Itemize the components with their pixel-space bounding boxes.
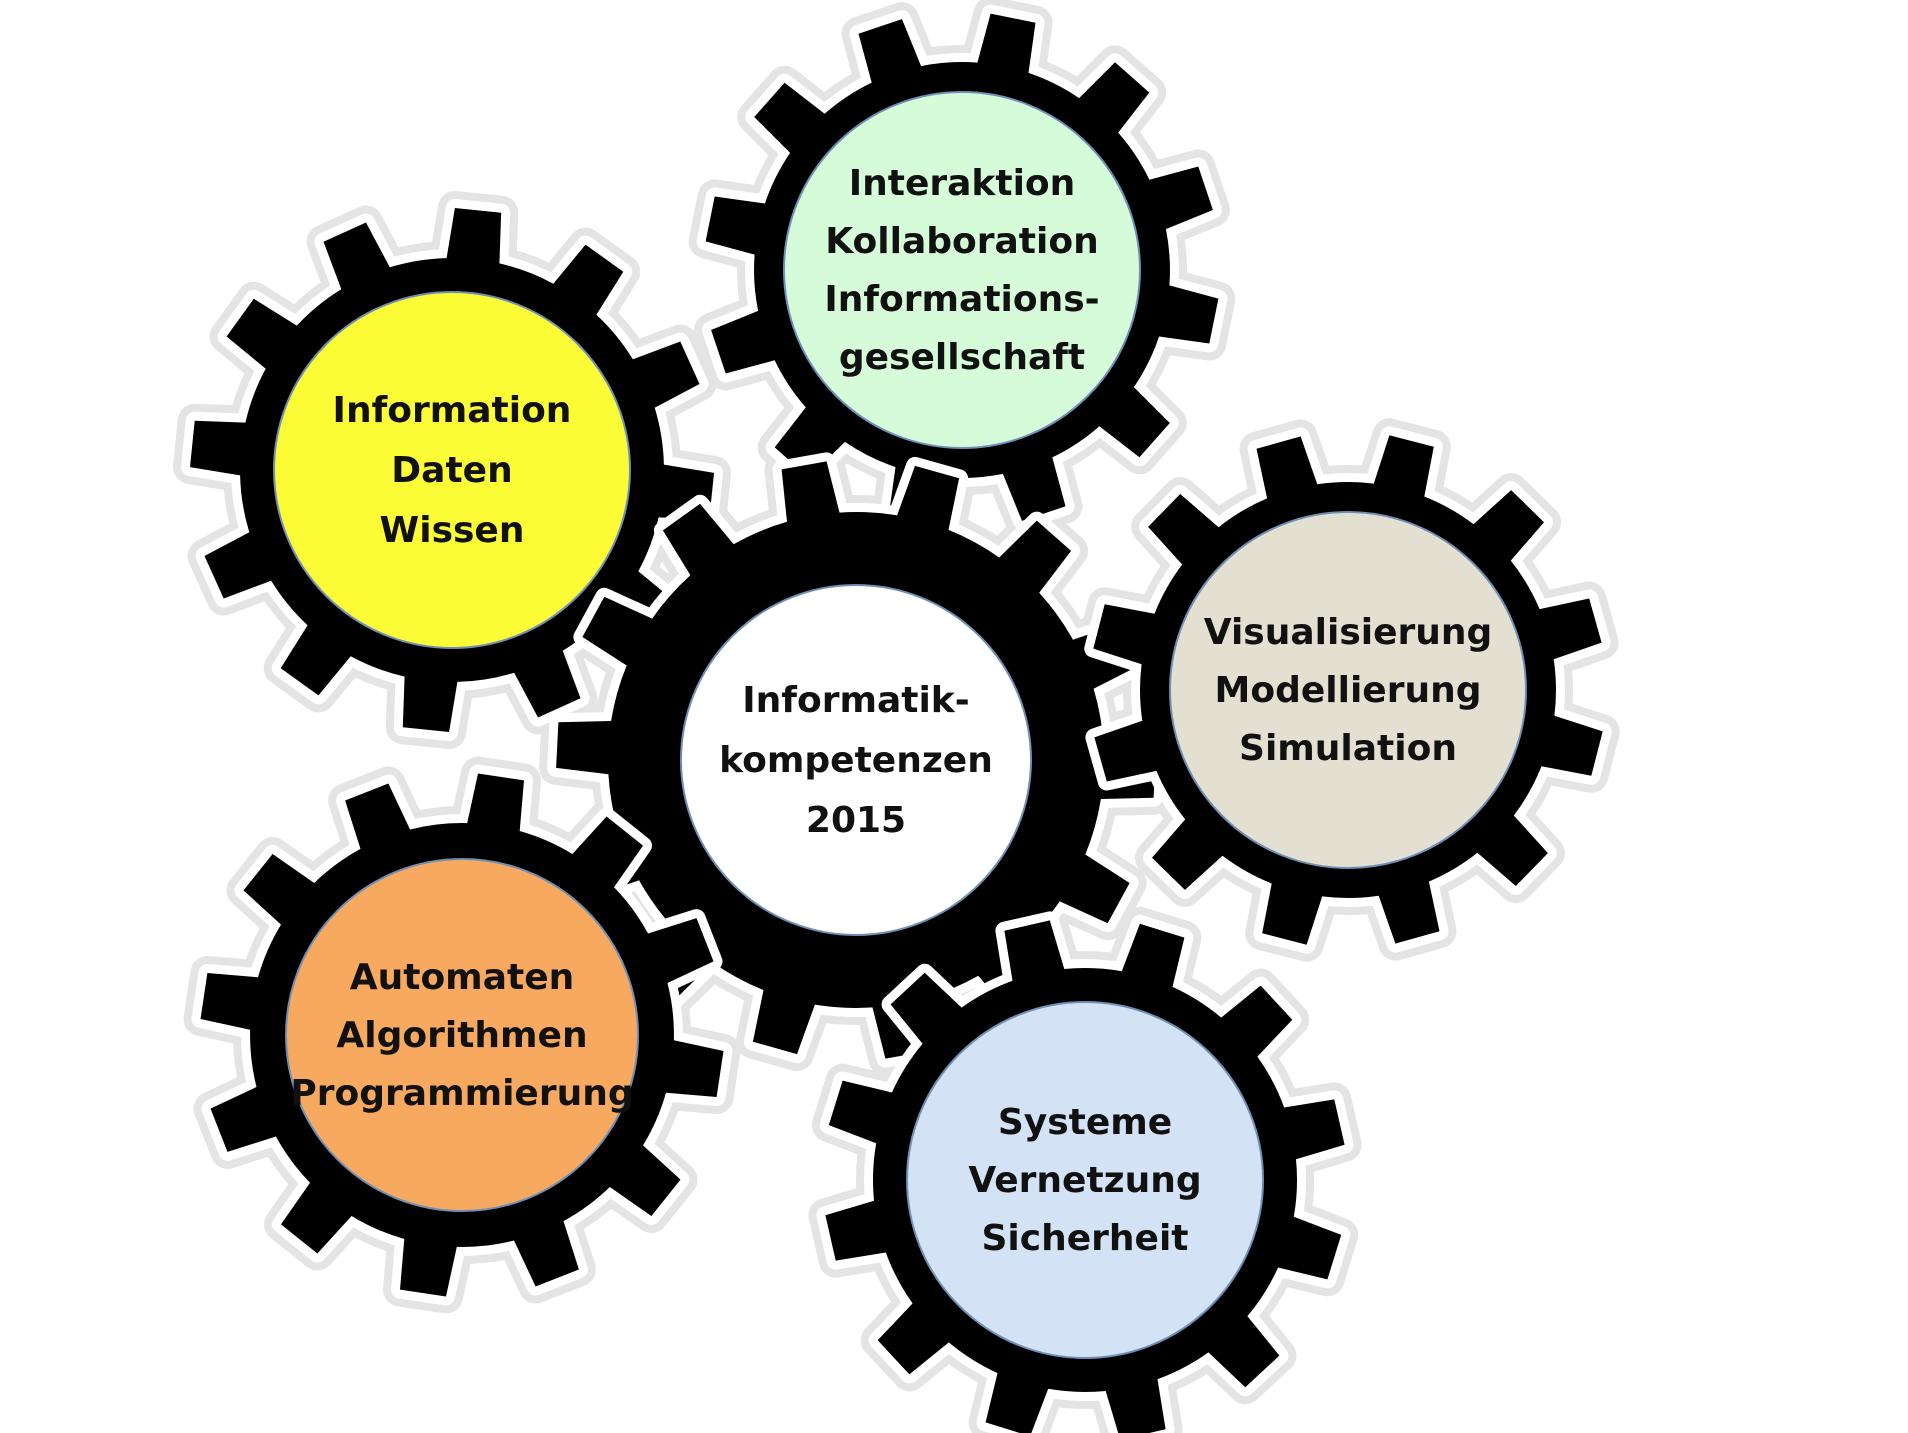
gear-label-line: Informatik-: [742, 680, 969, 721]
gear-information: [181, 199, 723, 741]
gear-label-interaktion: Interaktion Kollaboration Informations-ges…: [824, 163, 1099, 378]
gear-label-line: Information: [333, 390, 572, 431]
gear-label-line: Sicherheit: [982, 1218, 1189, 1259]
gear-label-line: Vernetzung: [968, 1160, 1201, 1201]
gear-label-line: Systeme: [998, 1102, 1172, 1143]
gear-label-line: Informations-: [824, 279, 1099, 320]
gear-center-interaktion: [783, 91, 1141, 449]
gear-label-line: Simulation: [1239, 728, 1457, 769]
gear-label-systeme: Systeme Vernetzung Sicherheit: [968, 1102, 1201, 1259]
gear-systeme: [816, 911, 1354, 1433]
gear-center-information: [273, 291, 631, 649]
gear-label-information: Information Daten Wissen: [333, 390, 572, 551]
gear-center-visualisierung: [1169, 511, 1527, 869]
gear-label-line: Automaten: [350, 957, 575, 998]
gear-label-visualisierung: Visualisierung Modellierung Simulation: [1204, 612, 1493, 769]
gear-label-line: Kollaboration: [825, 221, 1098, 262]
gear-label-line: Visualisierung: [1204, 612, 1493, 653]
gear-center-center: [680, 584, 1032, 936]
gear-label-line: Algorithmen: [336, 1015, 587, 1056]
gear-label-line: Modellierung: [1215, 670, 1482, 711]
gear-center-systeme: [906, 1001, 1264, 1359]
gear-label-center: Informatik-kompetenzen 2015: [719, 680, 993, 841]
gear-label-line: gesellschaft: [839, 337, 1085, 378]
gear-label-automaten: Automaten Algorithmen Programmierung: [290, 957, 633, 1114]
gear-center: [547, 452, 1165, 1068]
gear-automaten: [191, 764, 733, 1306]
gear-label-line: Interaktion: [849, 163, 1076, 204]
gear-visualisierung: [1084, 426, 1612, 954]
gear-interaktion: [696, 4, 1228, 536]
gear-label-line: Wissen: [380, 510, 525, 551]
gear-label-line: kompetenzen: [719, 740, 993, 781]
gear-label-line: 2015: [806, 800, 906, 841]
gear-label-line: Programmierung: [290, 1073, 633, 1114]
gear-label-line: Daten: [391, 450, 512, 491]
gear-center-automaten: [285, 858, 639, 1212]
